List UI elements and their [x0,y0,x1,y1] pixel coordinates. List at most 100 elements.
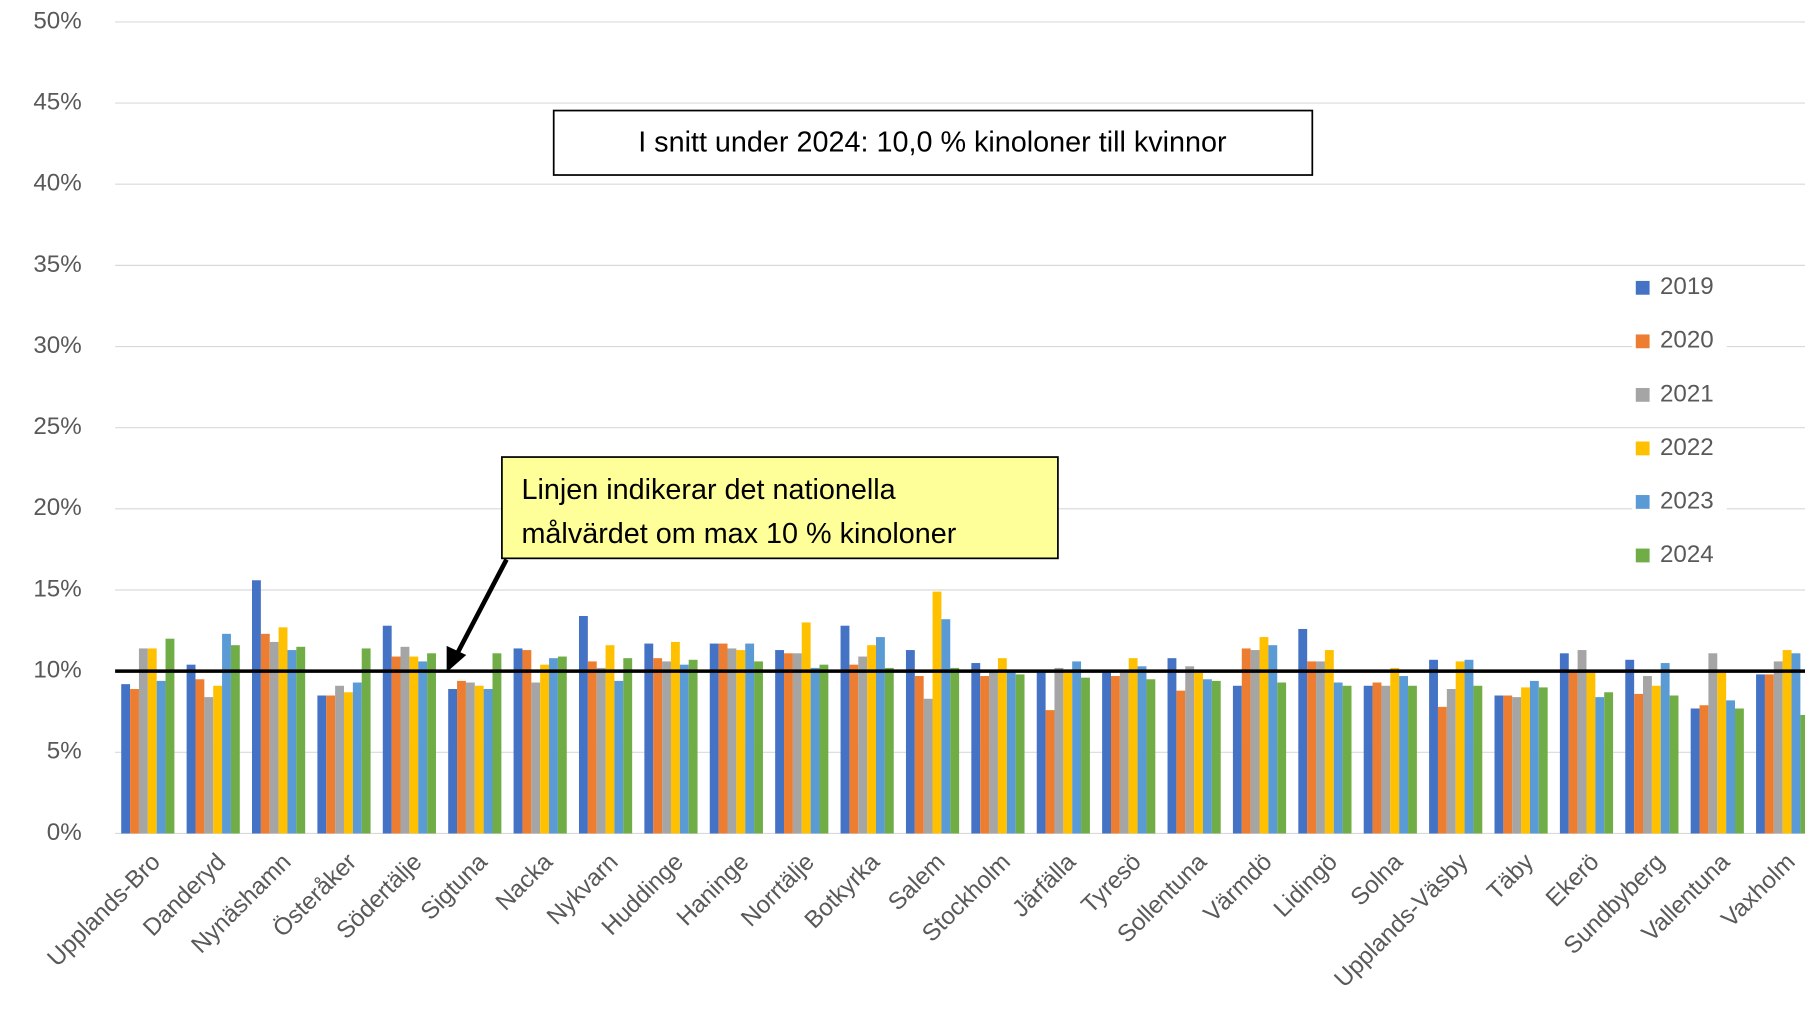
bar [1110,676,1120,834]
bar [754,661,763,834]
bar [1045,710,1055,834]
y-tick-label: 15% [33,575,81,602]
bar [352,682,362,834]
annotation-average: I snitt under 2024: 10,0 % kinoloner til… [638,127,1227,159]
bar [186,664,196,834]
bar [1176,690,1186,834]
bar [317,695,327,834]
bar [792,653,802,834]
bar [1559,653,1569,834]
x-tick-label: Järfälla [1007,848,1082,923]
bar [1782,650,1792,834]
bar [1538,687,1548,834]
legend-swatch [1635,387,1650,402]
bar [382,625,392,834]
bar [932,591,942,834]
x-tick-label: Värmdö [1199,848,1278,927]
bar [1102,669,1111,834]
bar [1298,628,1308,834]
bar [1634,693,1644,834]
bar [819,664,829,834]
legend-swatch [1635,334,1650,349]
bar [343,692,353,834]
legend-swatch [1635,548,1650,563]
bar [950,667,960,834]
foreground: Upplands-BroDanderydNynäshamnÖsteråkerSö… [42,271,1805,993]
x-tick-label: Ekerö [1541,848,1605,912]
bar [1399,676,1409,834]
bar [670,641,680,834]
bar [1307,661,1317,834]
bar [1529,680,1539,834]
bar [1690,708,1700,834]
bar [1241,648,1251,834]
bar [540,664,550,834]
bar [1494,695,1504,834]
bar [222,633,231,834]
bar [1202,679,1212,834]
bar [971,663,981,834]
bar [1429,659,1438,834]
bar [1324,650,1334,834]
bar [810,667,820,834]
bar [1577,650,1587,834]
bar [980,676,990,834]
bar [718,643,728,834]
bar [1568,671,1578,834]
bar [260,633,270,834]
x-tick-label: Sigtuna [416,848,493,925]
bar [1372,682,1382,834]
legend-label: 2020 [1660,327,1714,354]
bar [623,658,633,834]
arrow [454,558,509,655]
bar [1764,674,1774,834]
bar [1232,685,1242,834]
bar [989,671,998,834]
annotation-box [552,109,1314,176]
x-tick-label: Lidingö [1269,848,1343,922]
y-tick-label: 50% [33,7,81,34]
bar [400,646,410,834]
x-tick-label: Solna [1345,848,1408,911]
bar [614,680,624,834]
legend-swatch [1635,280,1650,295]
bar [784,653,793,834]
bar [1717,669,1727,834]
bar [644,643,654,834]
bar [1081,677,1090,834]
bar [1455,661,1465,834]
bar [587,661,597,834]
bar [1756,674,1765,834]
bar [1250,650,1260,834]
legend-label: 2023 [1660,487,1714,514]
bar [326,695,336,834]
bar [1316,661,1325,834]
bar [269,641,279,834]
bar [709,643,719,834]
bar [1512,697,1522,834]
bar [1521,687,1530,834]
y-tick-label: 20% [33,494,81,521]
y-tick-label: 40% [33,170,81,197]
legend-label: 2021 [1660,380,1714,407]
bar [391,656,401,834]
bar [204,697,214,834]
bar [130,689,139,834]
bar [596,667,606,834]
bar [679,664,689,834]
bar [1137,666,1147,834]
y-tick-label: 5% [47,738,82,765]
legend-label: 2022 [1660,434,1714,461]
bar [745,643,755,834]
bar [409,656,419,834]
bar [1791,653,1801,834]
arrow-head [446,645,467,673]
bar [1211,680,1221,834]
y-tick-label: 30% [33,332,81,359]
bar [156,680,166,834]
bar [230,645,240,834]
bar [513,648,523,834]
bar [1734,708,1744,834]
x-tick-label: Täby [1482,848,1540,906]
